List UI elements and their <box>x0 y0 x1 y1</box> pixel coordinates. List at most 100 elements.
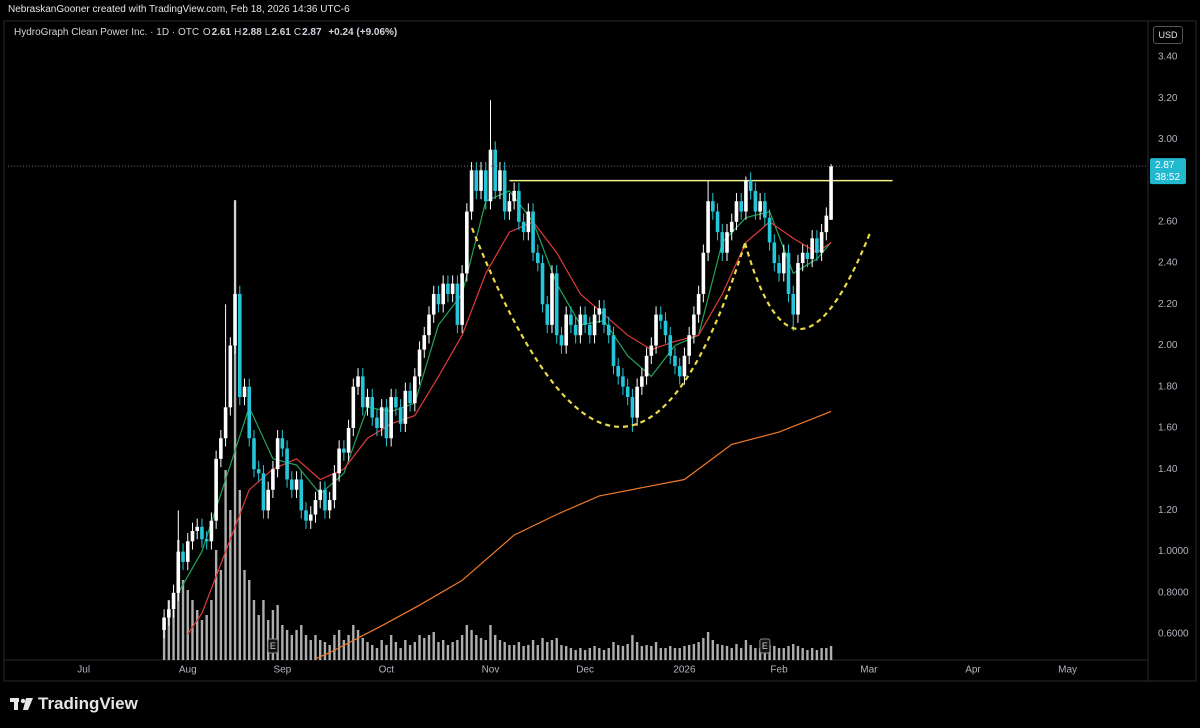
candle-body <box>483 170 488 202</box>
candle-body <box>479 170 483 191</box>
candle-body <box>786 252 791 294</box>
candle-body <box>427 314 431 336</box>
volume-bar <box>631 635 634 660</box>
volume-bar <box>257 615 260 660</box>
volume-bar <box>309 640 312 660</box>
candle-body <box>167 609 171 618</box>
candle-body <box>625 386 630 398</box>
volume-bar <box>347 635 350 660</box>
candle-body <box>564 314 568 346</box>
candle-body <box>219 438 223 459</box>
candle-body <box>209 520 214 542</box>
candle-body <box>181 551 185 562</box>
candle-body <box>394 397 398 408</box>
volume-bar <box>792 644 795 660</box>
volume-bar <box>687 645 691 660</box>
volume-bar <box>167 600 171 660</box>
ohlc-key: O <box>202 27 211 38</box>
x-tick-label: May <box>1058 665 1077 676</box>
candle-body <box>346 427 351 453</box>
volume-bar <box>252 600 256 660</box>
volume-bar <box>711 640 715 660</box>
candle-body <box>630 397 635 418</box>
volume-bar <box>583 650 587 660</box>
candle-body <box>441 283 445 305</box>
candle-body <box>493 149 498 191</box>
candle-body <box>176 551 181 593</box>
candle-body <box>739 201 743 212</box>
volume-bar <box>380 640 383 660</box>
candle-body <box>379 407 384 428</box>
volume-bar <box>678 648 681 660</box>
volume-bar <box>546 642 549 660</box>
candle-body <box>583 314 587 325</box>
volume-bar <box>413 642 417 660</box>
volume-bar <box>229 510 232 660</box>
currency-button[interactable]: USD <box>1153 26 1183 44</box>
candle-body <box>204 539 209 542</box>
candle-body <box>597 308 602 315</box>
candle-body <box>592 314 597 336</box>
volume-bar <box>475 635 478 660</box>
y-tick-label: 3.20 <box>1158 93 1178 104</box>
candle-body <box>763 201 767 218</box>
candle-body <box>531 211 535 253</box>
candle-body <box>413 376 417 404</box>
volume-bar <box>498 640 502 660</box>
candle-body <box>318 489 322 501</box>
volume-bar <box>404 640 407 660</box>
candle-body <box>488 149 493 202</box>
volume-bar <box>441 640 445 660</box>
cup-handle-drawing <box>470 227 872 428</box>
volume-bar <box>593 646 596 660</box>
candle-body <box>431 293 436 315</box>
y-tick-label: 2.20 <box>1158 299 1178 310</box>
volume-bar <box>635 642 639 660</box>
volume-bar <box>456 640 459 660</box>
candle-body <box>356 376 360 387</box>
legend: HydroGraph Clean Power Inc. · 1D · OTC O… <box>14 27 400 38</box>
candle-body <box>578 314 583 336</box>
volume-bar <box>423 638 426 660</box>
candle-body <box>507 201 512 212</box>
volume-bar <box>446 645 450 660</box>
volume-bar <box>801 648 804 660</box>
candle-body <box>308 514 313 521</box>
earnings-marker <box>759 638 771 654</box>
candle-body <box>398 407 403 424</box>
volume-bar <box>200 620 204 660</box>
candle-body <box>573 324 578 336</box>
logo-part <box>14 698 18 710</box>
volume-bar <box>754 648 757 660</box>
x-tick-label: Nov <box>482 665 500 676</box>
candle-body <box>715 211 720 233</box>
y-tick-label: 0.8000 <box>1158 587 1189 598</box>
candle-body <box>370 397 375 418</box>
volume-bar <box>352 625 355 660</box>
handle-curve <box>743 232 872 331</box>
candle-body <box>772 242 777 264</box>
logo-part <box>23 698 33 710</box>
volume-bar <box>621 646 625 660</box>
ohlc-value: 2.87 <box>302 27 322 38</box>
volume-bar <box>484 640 487 660</box>
candle-body <box>299 479 304 511</box>
candle-body <box>677 366 682 377</box>
candle-body <box>436 293 441 305</box>
candle-body <box>228 345 233 408</box>
candle-body <box>460 273 464 325</box>
candle-body <box>692 314 696 336</box>
candle-body <box>611 335 616 367</box>
volume-bar <box>427 635 431 660</box>
candle-body <box>450 283 455 294</box>
candle-body <box>621 376 625 387</box>
volume-bar <box>465 625 469 660</box>
candle-body <box>365 397 370 408</box>
candle-body <box>777 263 781 274</box>
candle-body <box>824 215 829 233</box>
volume-bar <box>825 648 828 660</box>
candle-body <box>403 390 408 424</box>
volume-bar <box>749 645 752 660</box>
candle-body <box>242 386 247 398</box>
